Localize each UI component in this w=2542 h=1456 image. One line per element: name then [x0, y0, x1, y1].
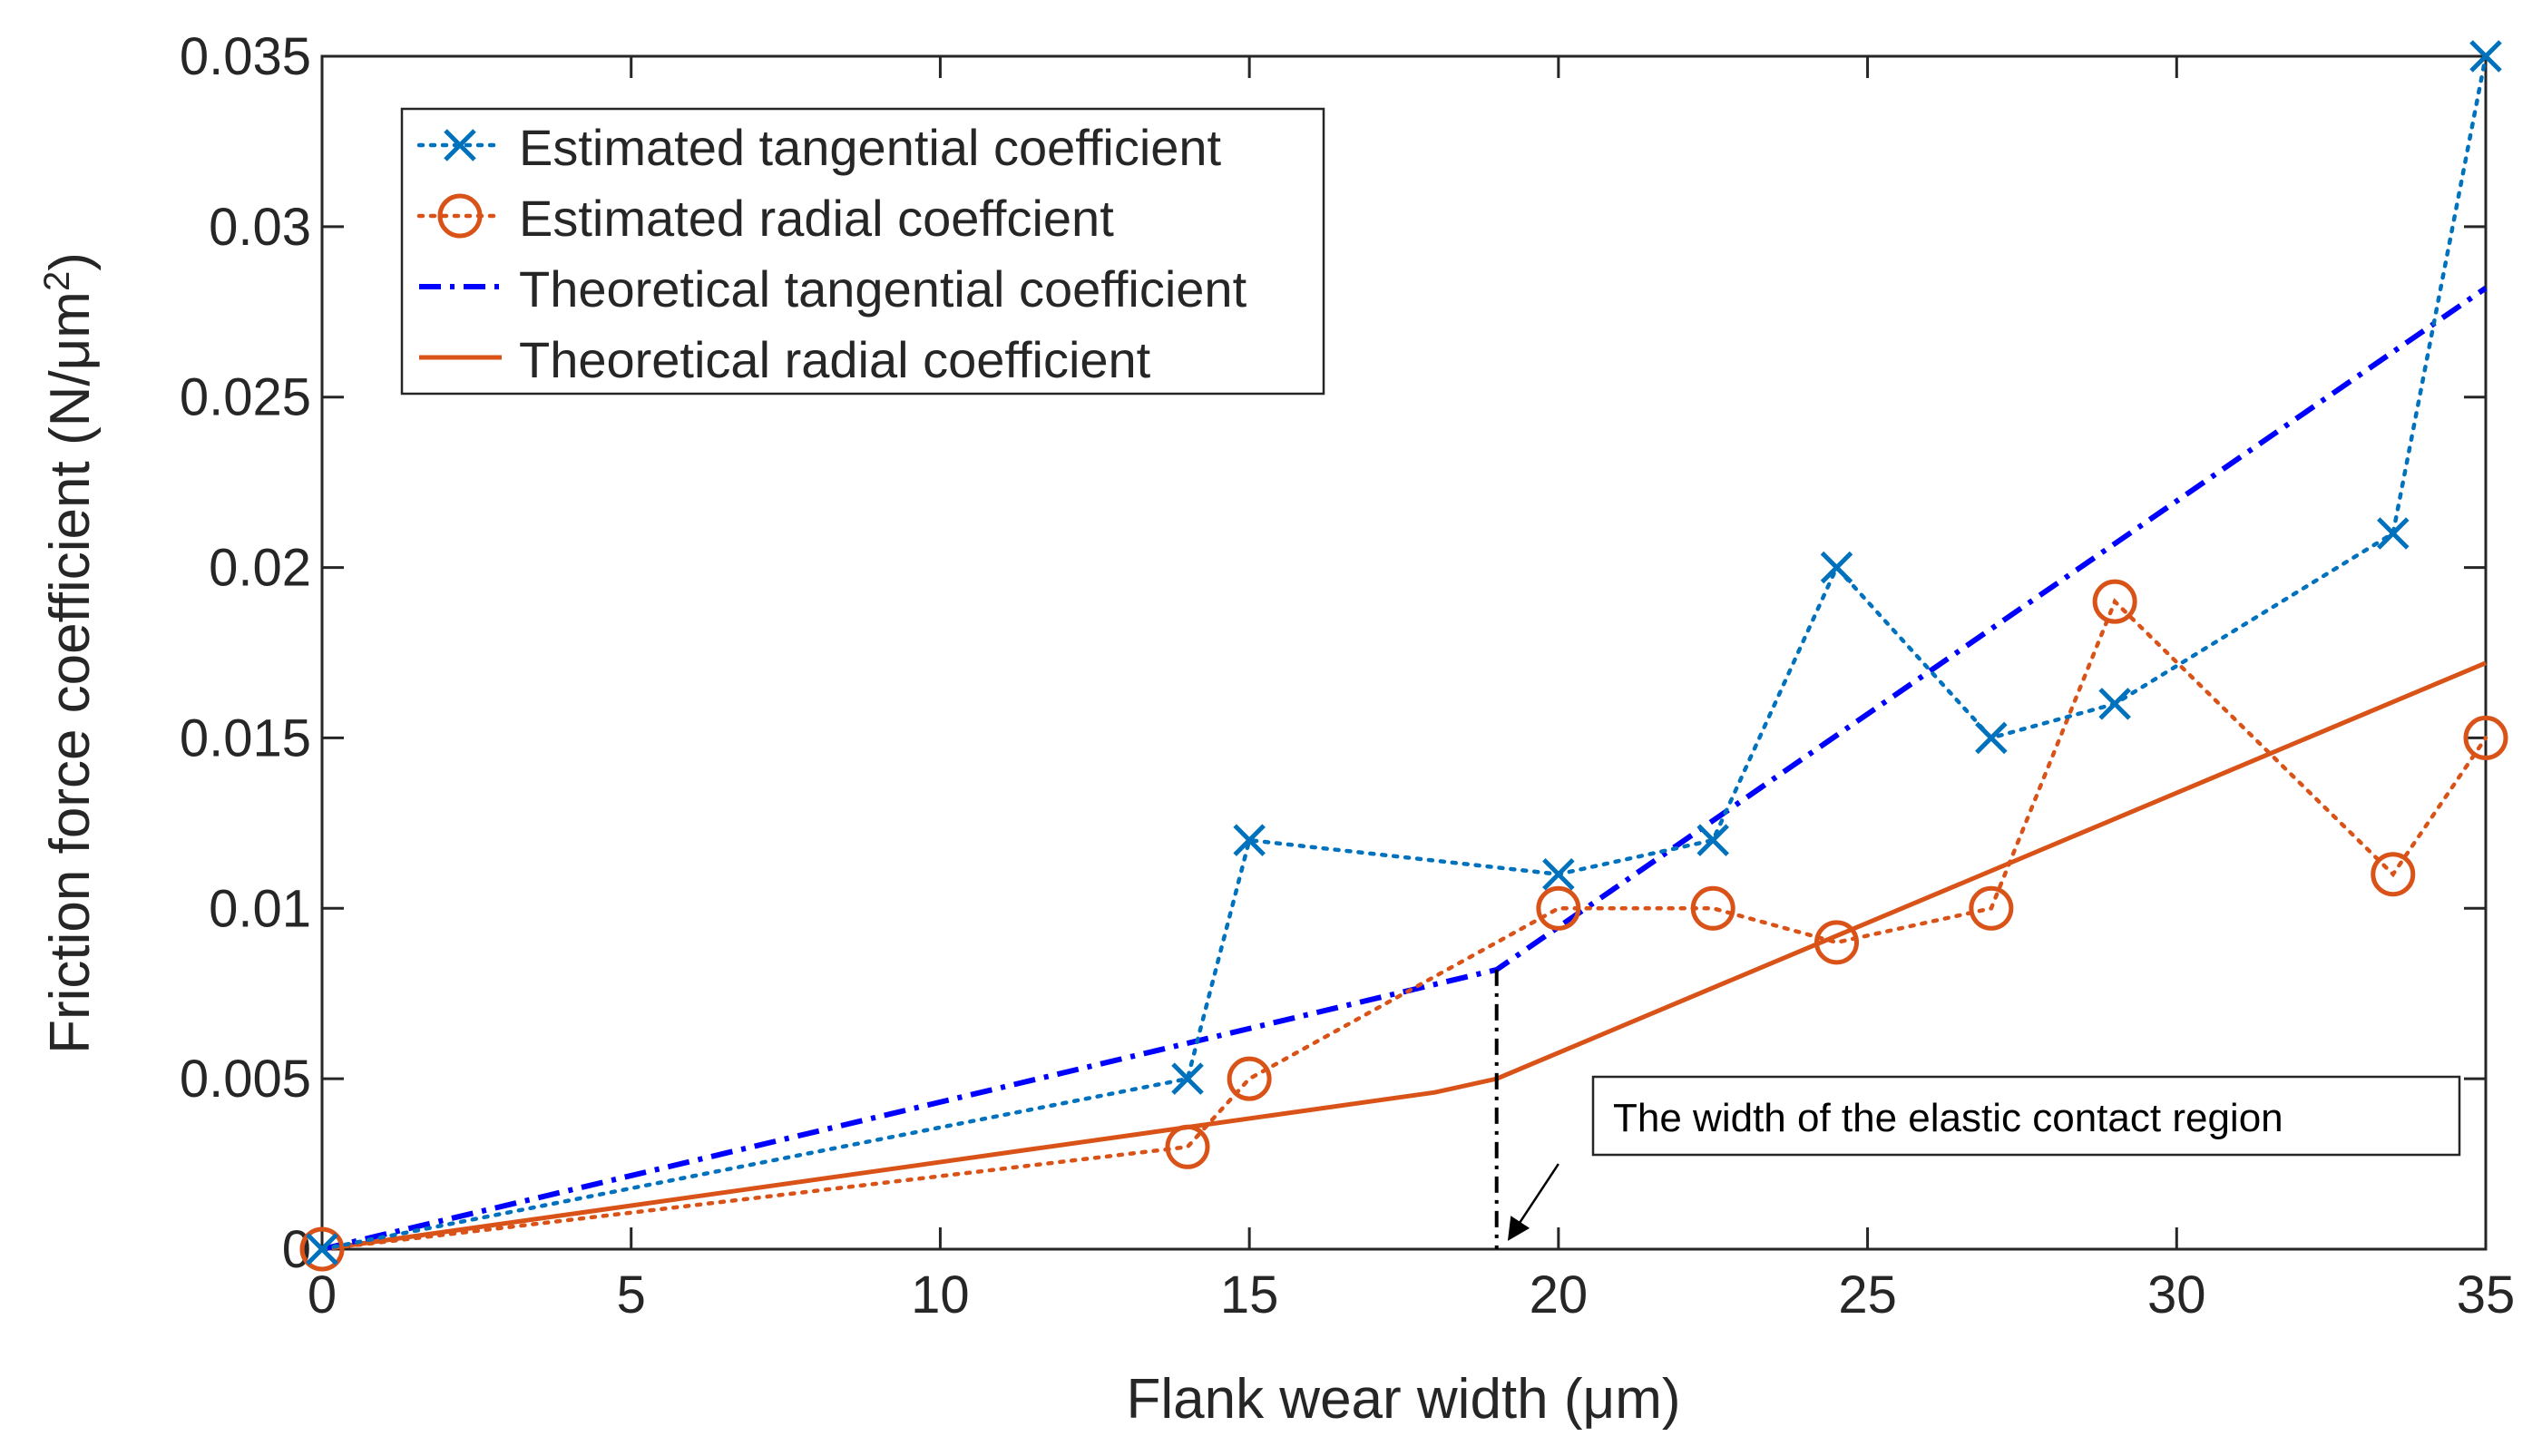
x-tick-label: 0: [308, 1265, 337, 1324]
series-line-0: [319, 54, 2488, 1252]
annotation: The width of the elastic contact region: [1494, 969, 2461, 1249]
x-tick-label: 35: [2457, 1265, 2516, 1324]
legend: Estimated tangential coefficient Estimat…: [400, 107, 1325, 396]
legend-marker-1: [437, 193, 483, 239]
data-point-series-0: [1975, 721, 2008, 755]
x-tick-label: 30: [2147, 1265, 2206, 1324]
y-axis-ticks: 0 0.005 0.01 0.015 0.02 0.025 0.03 0.035: [180, 27, 2486, 1279]
annotation-arrow: [1507, 1163, 1559, 1241]
y-tick-label: 0.025: [180, 368, 311, 427]
y-tick-label: 0.03: [209, 198, 311, 257]
data-point-series-0: [2377, 517, 2410, 550]
x-tick-label: 10: [911, 1265, 970, 1324]
data-point-series-1: [1690, 885, 1735, 931]
y-tick-label: 0.01: [209, 879, 311, 938]
data-point-series-1: [1165, 1124, 1210, 1169]
y-tick-label: 0.015: [180, 708, 311, 767]
data-point-series-1: [1227, 1056, 1272, 1101]
x-axis-ticks: 0 5 10 15 20 25 30 35: [308, 56, 2515, 1324]
data-point-series-0: [2469, 40, 2502, 73]
x-axis-label: Flank wear width (μm): [1126, 1368, 1680, 1431]
y-tick-label: 0: [282, 1220, 311, 1279]
data-point-series-0: [1820, 551, 1853, 584]
legend-label-est-tangential: Estimated tangential coefficient: [519, 119, 1222, 176]
x-tick-label: 5: [617, 1265, 646, 1324]
annotation-box: [1591, 1075, 2461, 1157]
y-axis-label: Friction force coefficient (N/μm2): [37, 252, 102, 1054]
legend-marker-0: [444, 129, 476, 161]
data-point-series-1: [2371, 852, 2416, 897]
data-point-series-1: [1969, 885, 2014, 931]
data-point-series-1: [299, 1226, 345, 1272]
data-point-series-1: [1536, 885, 1581, 931]
x-tick-label: 20: [1530, 1265, 1589, 1324]
legend-label-theo-tangential: Theoretical tangential coefficient: [519, 260, 1247, 318]
annotation-text: The width of the elastic contact region: [1613, 1096, 2283, 1140]
series-line-3: [321, 660, 2487, 1252]
data-point-series-0: [1171, 1062, 1204, 1095]
series-line-1: [319, 598, 2488, 1252]
x-tick-label: 25: [1838, 1265, 1897, 1324]
data-point-series-0: [1542, 857, 1575, 891]
y-tick-label: 0.02: [209, 539, 311, 598]
legend-box: [400, 107, 1325, 396]
legend-label-est-radial: Estimated radial coeffcient: [519, 190, 1114, 247]
x-tick-label: 15: [1220, 1265, 1279, 1324]
data-point-series-1: [1814, 920, 1859, 965]
data-point-series-0: [1233, 824, 1266, 856]
data-point-series-0: [306, 1233, 338, 1265]
legend-samples: [416, 129, 504, 360]
y-tick-label: 0.005: [180, 1050, 311, 1109]
data-point-series-1: [2463, 715, 2508, 760]
data-point-series-0: [1696, 824, 1729, 856]
legend-label-theo-radial: Theoretical radial coefficient: [519, 331, 1151, 388]
data-point-series-1: [2092, 579, 2137, 624]
y-tick-label: 0.035: [180, 27, 311, 86]
data-point-series-0: [2098, 688, 2131, 720]
